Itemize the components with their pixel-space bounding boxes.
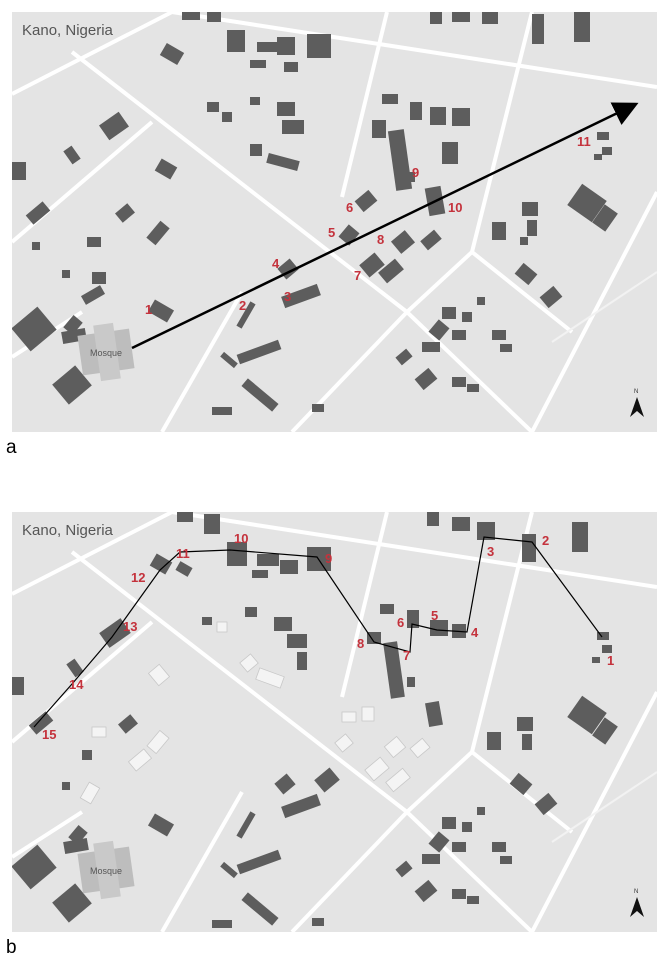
map-canvas-b: Mosque	[12, 512, 657, 932]
marker-2: 2	[239, 298, 246, 313]
marker-1: 1	[607, 653, 614, 668]
marker-8: 8	[377, 232, 384, 247]
marker-3: 3	[487, 544, 494, 559]
marker-6: 6	[346, 200, 353, 215]
north-arrow-icon: N	[630, 889, 644, 917]
roads	[12, 12, 657, 432]
marker-10: 10	[448, 200, 462, 215]
marker-4: 4	[471, 625, 479, 640]
building-markers: 1 2 3 4 5 6 7 8 9 10 11	[145, 134, 591, 317]
map-panel-b: Mosque	[12, 512, 657, 932]
mosque-label: Mosque	[90, 866, 122, 876]
route-line	[33, 536, 603, 728]
panel-letter-a: a	[6, 437, 17, 458]
marker-13: 13	[123, 619, 137, 634]
marker-11: 11	[577, 134, 591, 149]
marker-3: 3	[284, 289, 291, 304]
marker-10: 10	[234, 531, 248, 546]
marker-4: 4	[272, 256, 280, 271]
marker-9: 9	[412, 165, 419, 180]
panel-letter-b: b	[6, 937, 17, 958]
marker-1: 1	[145, 302, 152, 317]
marker-8: 8	[357, 636, 364, 651]
buildings: Mosque	[12, 12, 618, 415]
marker-11: 11	[176, 546, 190, 561]
marker-5: 5	[328, 225, 335, 240]
mosque-building: Mosque	[77, 322, 135, 382]
map-canvas-a: Mosque	[12, 12, 657, 432]
building-markers: 1 2 3 4 5 6 7 8 9 10 11 12 13 14 15	[42, 531, 614, 742]
marker-7: 7	[354, 268, 361, 283]
map-panel-a: Mosque	[12, 12, 657, 432]
marker-2: 2	[542, 533, 549, 548]
marker-6: 6	[397, 615, 404, 630]
svg-text:N: N	[634, 889, 638, 895]
marker-15: 15	[42, 727, 56, 742]
place-label: Kano, Nigeria	[22, 522, 113, 539]
marker-9: 9	[325, 551, 332, 566]
direction-arrow	[131, 102, 639, 350]
mosque-label: Mosque	[90, 348, 122, 358]
marker-7: 7	[403, 648, 410, 663]
svg-text:N: N	[634, 389, 638, 395]
marker-12: 12	[131, 570, 145, 585]
marker-5: 5	[431, 608, 438, 623]
marker-14: 14	[69, 677, 84, 692]
buildings: Mosque	[12, 512, 618, 928]
place-label: Kano, Nigeria	[22, 22, 113, 39]
mosque-building: Mosque	[77, 840, 135, 900]
north-arrow-icon: N	[630, 389, 644, 417]
